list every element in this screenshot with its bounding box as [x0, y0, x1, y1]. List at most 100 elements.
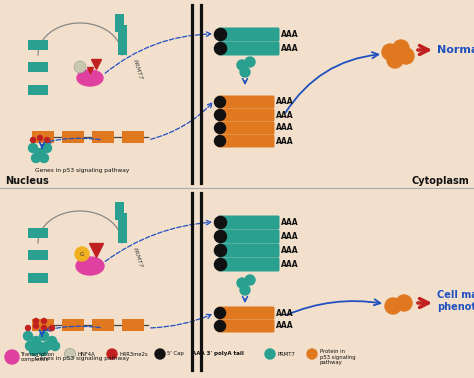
Circle shape	[28, 144, 37, 152]
Text: AAA: AAA	[276, 98, 293, 107]
Circle shape	[31, 336, 40, 345]
Ellipse shape	[77, 70, 103, 86]
Circle shape	[34, 319, 38, 324]
Text: G: G	[80, 251, 84, 257]
Bar	[118, 213, 127, 243]
FancyArrowPatch shape	[418, 46, 428, 54]
Circle shape	[51, 341, 60, 350]
Bar	[62, 319, 84, 331]
Circle shape	[215, 135, 226, 147]
Text: AAA: AAA	[281, 246, 299, 255]
Circle shape	[107, 349, 117, 359]
Circle shape	[24, 332, 33, 341]
Circle shape	[393, 40, 409, 56]
Circle shape	[385, 298, 401, 314]
Text: AAA: AAA	[276, 322, 293, 330]
Text: AAA: AAA	[281, 232, 299, 241]
Circle shape	[43, 341, 52, 350]
FancyArrowPatch shape	[151, 314, 211, 328]
Circle shape	[34, 324, 38, 328]
Bar	[118, 25, 127, 55]
FancyBboxPatch shape	[218, 307, 274, 319]
Bar	[28, 250, 48, 260]
Circle shape	[29, 347, 38, 355]
Circle shape	[38, 347, 47, 355]
Circle shape	[245, 57, 255, 67]
Text: Transcription
complexes: Transcription complexes	[21, 352, 55, 363]
FancyArrowPatch shape	[46, 138, 100, 143]
Circle shape	[64, 349, 75, 359]
Text: Genes in p53 signaling pathway: Genes in p53 signaling pathway	[35, 168, 129, 173]
Circle shape	[215, 122, 226, 133]
FancyArrowPatch shape	[105, 32, 211, 73]
FancyBboxPatch shape	[218, 229, 280, 243]
Circle shape	[42, 319, 46, 324]
Ellipse shape	[76, 257, 104, 275]
Bar	[28, 273, 48, 283]
Circle shape	[387, 52, 403, 68]
Circle shape	[26, 341, 35, 350]
Circle shape	[237, 60, 247, 70]
Circle shape	[39, 153, 48, 163]
Circle shape	[215, 110, 226, 121]
Circle shape	[36, 149, 45, 158]
Circle shape	[265, 349, 275, 359]
Bar	[32, 319, 54, 331]
Bar	[115, 14, 124, 32]
Text: AAA: AAA	[281, 30, 299, 39]
Circle shape	[214, 28, 227, 40]
FancyArrowPatch shape	[243, 296, 247, 302]
Circle shape	[240, 285, 250, 295]
Text: AAA: AAA	[276, 308, 293, 318]
Circle shape	[214, 217, 227, 229]
Circle shape	[215, 96, 226, 107]
FancyArrowPatch shape	[105, 220, 211, 261]
Text: AAA: AAA	[276, 136, 293, 146]
FancyBboxPatch shape	[218, 121, 274, 135]
Circle shape	[245, 275, 255, 285]
FancyArrowPatch shape	[151, 103, 212, 139]
Text: Normal: Normal	[437, 45, 474, 55]
Circle shape	[74, 61, 86, 73]
Circle shape	[39, 332, 48, 341]
FancyBboxPatch shape	[218, 319, 274, 333]
Bar	[92, 131, 114, 143]
Bar	[92, 319, 114, 331]
FancyBboxPatch shape	[218, 28, 280, 42]
Bar	[32, 131, 54, 143]
Text: AAA: AAA	[281, 260, 299, 269]
Circle shape	[214, 259, 227, 271]
Bar	[28, 85, 48, 95]
Circle shape	[45, 138, 49, 143]
Circle shape	[237, 278, 247, 288]
Bar	[115, 202, 124, 220]
Circle shape	[396, 295, 412, 311]
Circle shape	[215, 307, 226, 319]
FancyBboxPatch shape	[218, 135, 274, 147]
Text: AAA: AAA	[281, 218, 299, 227]
FancyBboxPatch shape	[218, 257, 280, 271]
FancyBboxPatch shape	[218, 96, 274, 108]
Text: Protein in
p53 signaling
pathway: Protein in p53 signaling pathway	[320, 349, 356, 365]
Circle shape	[214, 42, 227, 54]
Bar	[122, 319, 144, 331]
Circle shape	[215, 321, 226, 332]
Text: Nucleus: Nucleus	[5, 176, 49, 186]
Text: HNF4A: HNF4A	[78, 352, 96, 356]
Text: AAA: AAA	[281, 44, 299, 53]
FancyArrowPatch shape	[418, 299, 428, 307]
Text: PRMT7: PRMT7	[132, 59, 143, 81]
Bar	[28, 40, 48, 50]
Text: Genes in p53 signaling pathway: Genes in p53 signaling pathway	[35, 356, 129, 361]
Circle shape	[31, 153, 40, 163]
Circle shape	[214, 231, 227, 243]
Circle shape	[382, 44, 398, 60]
Bar	[28, 228, 48, 238]
FancyArrowPatch shape	[285, 52, 378, 113]
Circle shape	[47, 336, 56, 345]
Circle shape	[75, 247, 89, 261]
Circle shape	[49, 325, 55, 330]
FancyArrowPatch shape	[287, 299, 380, 315]
Text: PRMT7: PRMT7	[278, 352, 296, 356]
Circle shape	[398, 48, 414, 64]
